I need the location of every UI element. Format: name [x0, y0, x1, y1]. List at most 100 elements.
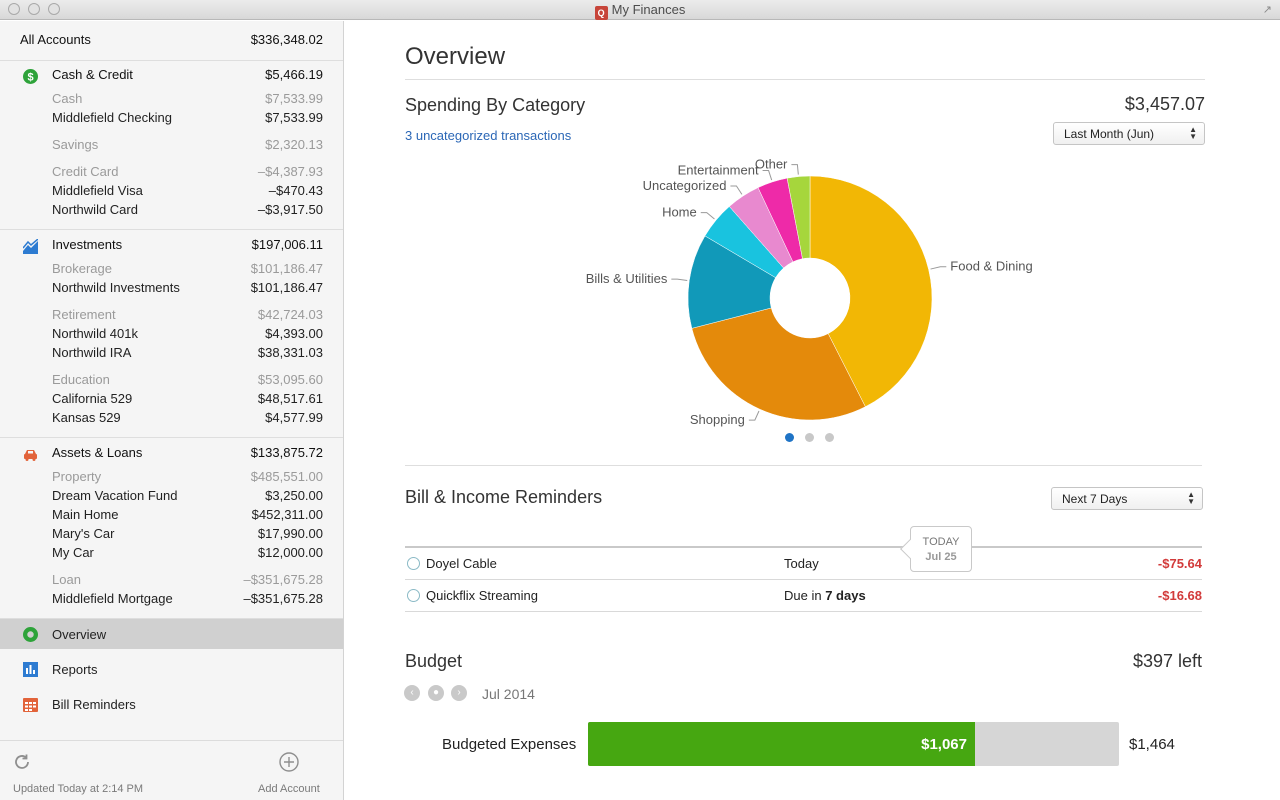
clock-icon — [407, 557, 420, 570]
spending-period-value: Last Month (Jun) — [1064, 127, 1155, 141]
account-item-amount: –$470.43 — [268, 183, 323, 198]
overview-icon — [23, 627, 38, 642]
minimize-window-button[interactable] — [28, 3, 40, 15]
account-subgroup-label: Property — [52, 469, 102, 484]
account-item-label: Kansas 529 — [52, 410, 121, 425]
reminder-timeline — [405, 546, 1202, 548]
slice-leader-line — [730, 185, 743, 195]
spending-period-select[interactable]: Last Month (Jun) ▲ ▼ — [1053, 122, 1205, 145]
account-item-amount: $12,000.00 — [257, 545, 323, 560]
pie-slice-food-dining[interactable] — [809, 175, 933, 408]
reminders-period-select[interactable]: Next 7 Days ▲ ▼ — [1051, 487, 1203, 510]
pie-slice-bills-utilities[interactable] — [687, 235, 776, 329]
uncategorized-link[interactable]: 3 uncategorized transactions — [405, 128, 572, 143]
dollar-icon: $ — [23, 69, 38, 84]
sidebar-divider — [0, 437, 343, 438]
account-item[interactable]: Middlefield Checking $7,533.99 — [0, 110, 343, 129]
account-group[interactable]: Investments $197,006.11 — [0, 237, 343, 256]
nav-reports[interactable]: Reports — [0, 654, 343, 684]
next-month-icon[interactable]: › — [451, 685, 467, 701]
title-divider — [405, 79, 1205, 80]
sidebar-divider — [0, 60, 343, 61]
account-item[interactable]: My Car $12,000.00 — [0, 545, 343, 564]
account-subgroup-label: Retirement — [52, 307, 116, 322]
account-item-amount: $7,533.99 — [265, 110, 323, 125]
reminder-amount: -$16.68 — [1157, 588, 1202, 603]
account-item[interactable]: Mary's Car $17,990.00 — [0, 526, 343, 545]
account-item[interactable]: Northwild IRA $38,331.03 — [0, 345, 343, 364]
account-subgroup[interactable]: Cash $7,533.99 — [0, 91, 343, 110]
account-item-amount: $4,577.99 — [265, 410, 323, 425]
budget-spent: $1,067 — [921, 736, 967, 753]
account-item[interactable]: Middlefield Mortgage –$351,675.28 — [0, 591, 343, 610]
account-subgroup[interactable]: Savings $2,320.13 — [0, 137, 343, 156]
pie-slice-other[interactable] — [786, 175, 811, 260]
spending-donut-chart[interactable]: Food & Dining Shopping Bills & Utilities Ho… — [345, 131, 1280, 431]
add-account-icon[interactable] — [278, 751, 300, 773]
reminder-row[interactable]: Quickflix Streaming Due in 7 days -$16.6… — [405, 580, 1202, 612]
nav-bill-reminders[interactable]: Bill Reminders — [0, 689, 343, 719]
account-item-label: Middlefield Checking — [52, 110, 172, 125]
nav-overview[interactable]: Overview — [0, 619, 343, 649]
reminder-row[interactable]: Doyel Cable Today -$75.64 — [405, 548, 1202, 580]
slice-leader-line — [791, 164, 799, 175]
account-subgroup[interactable]: Retirement $42,724.03 — [0, 307, 343, 326]
clock-icon — [407, 589, 420, 602]
account-group-amount: $133,875.72 — [250, 445, 323, 460]
all-accounts-row[interactable]: All Accounts $336,348.02 — [0, 32, 343, 51]
page-indicator — [785, 429, 845, 447]
budget-row-label: Budgeted Expenses — [442, 736, 577, 753]
last-updated-text: Updated Today at 2:14 PM — [13, 783, 144, 795]
reminder-due: Today — [784, 556, 819, 571]
zoom-window-button[interactable] — [48, 3, 60, 15]
today-marker: TODAY Jul 25 — [900, 526, 972, 572]
account-group[interactable]: Assets & Loans $133,875.72 — [0, 445, 343, 464]
refresh-icon[interactable] — [12, 752, 32, 772]
page-dot[interactable] — [825, 433, 834, 442]
slice-label: Shopping — [690, 412, 745, 427]
nav-label: Bill Reminders — [52, 697, 136, 712]
fullscreen-icon[interactable]: ↗ — [1262, 4, 1272, 16]
budget-month: Jul 2014 — [482, 686, 535, 702]
account-subgroup[interactable]: Property $485,551.00 — [0, 469, 343, 488]
sidebar-divider — [0, 618, 343, 619]
add-account-button[interactable]: Add Account — [258, 783, 320, 795]
budget-left: $397 left — [1132, 651, 1202, 671]
prev-month-icon[interactable]: ‹ — [404, 685, 420, 701]
pie-slice-shopping[interactable] — [691, 307, 866, 421]
sidebar-divider — [0, 229, 343, 230]
slice-leader-line — [762, 170, 773, 181]
account-item-label: Main Home — [52, 507, 119, 522]
close-window-button[interactable] — [8, 3, 20, 15]
nav-label: Reports — [52, 662, 98, 677]
slice-label: Uncategorized — [643, 178, 727, 193]
account-item-label: Northwild Card — [52, 202, 138, 217]
window-title: My Finances — [611, 2, 686, 17]
account-item[interactable]: Northwild Card –$3,917.50 — [0, 202, 343, 221]
window-title-area: Q My Finances — [0, 2, 1280, 20]
account-subgroup[interactable]: Education $53,095.60 — [0, 372, 343, 391]
account-group-amount: $197,006.11 — [251, 237, 323, 252]
account-subgroup-label: Cash — [52, 91, 83, 106]
reminder-name: Doyel Cable — [426, 556, 497, 571]
page-dot[interactable] — [805, 433, 814, 442]
account-subgroup-amount: $42,724.03 — [257, 307, 323, 322]
account-item[interactable]: Kansas 529 $4,577.99 — [0, 410, 343, 429]
account-item[interactable]: California 529 $48,517.61 — [0, 391, 343, 410]
account-subgroup[interactable]: Loan –$351,675.28 — [0, 572, 343, 591]
page-dot[interactable] — [785, 433, 794, 442]
account-item-amount: $38,331.03 — [257, 345, 323, 360]
budget-progress-bar[interactable]: $1,067 — [588, 722, 1119, 766]
account-item[interactable]: Middlefield Visa –$470.43 — [0, 183, 343, 202]
account-item[interactable]: Main Home $452,311.00 — [0, 507, 343, 526]
account-item[interactable]: Northwild 401k $4,393.00 — [0, 326, 343, 345]
account-group[interactable]: Cash & Credit $5,466.19 — [0, 67, 343, 86]
account-item[interactable]: Northwild Investments $101,186.47 — [0, 280, 343, 299]
nav-label: Overview — [52, 627, 107, 642]
account-subgroup-amount: $2,320.13 — [265, 137, 323, 152]
account-subgroup[interactable]: Credit Card –$4,387.93 — [0, 164, 343, 183]
account-subgroup[interactable]: Brokerage $101,186.47 — [0, 261, 343, 280]
sidebar: All Accounts $336,348.02 $ Cash & Credit $5,… — [0, 21, 344, 800]
current-month-icon[interactable]: ● — [428, 685, 444, 701]
account-item[interactable]: Dream Vacation Fund $3,250.00 — [0, 488, 343, 507]
